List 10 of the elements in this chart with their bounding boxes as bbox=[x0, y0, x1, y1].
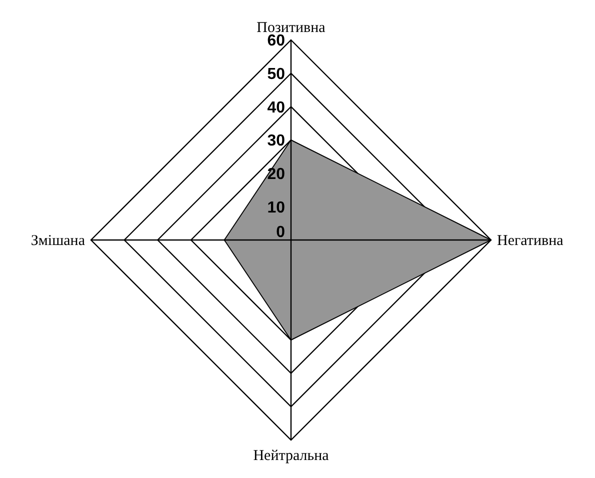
y-tick-label: 60 bbox=[267, 32, 286, 50]
spoke-label: Негативна bbox=[497, 233, 564, 249]
y-tick-label: 10 bbox=[267, 199, 286, 216]
y-tick-label: 0 bbox=[276, 224, 286, 241]
y-tick-label: 40 bbox=[267, 99, 286, 116]
y-tick-label: 20 bbox=[267, 166, 286, 183]
spoke-label: Змішана bbox=[30, 233, 86, 249]
spoke-label: Нейтральна bbox=[253, 448, 330, 464]
y-tick-label: 50 bbox=[267, 66, 286, 83]
y-tick-label: 30 bbox=[267, 132, 286, 150]
